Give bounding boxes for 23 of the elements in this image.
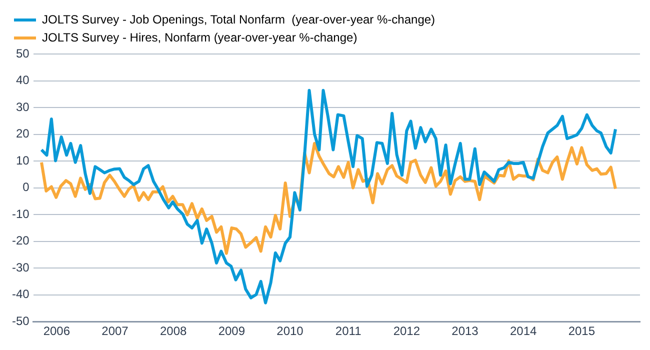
- y-tick-label: -30: [12, 260, 30, 274]
- y-tick-label: -40: [12, 287, 30, 302]
- y-tick-label: 10: [16, 153, 30, 168]
- legend-label: JOLTS Survey - Hires, Nonfarm (year-over-year %-change): [42, 30, 358, 44]
- y-tick-label: 50: [16, 46, 30, 60]
- x-tick-label: 2011: [335, 324, 362, 338]
- x-tick-label: 2006: [43, 324, 70, 338]
- y-tick-label: -50: [12, 314, 30, 328]
- legend-label: JOLTS Survey - Job Openings, Total Nonfarm (year-over-year %-change): [42, 12, 436, 26]
- y-tick-label: 30: [16, 100, 30, 114]
- y-tick-label: 20: [16, 126, 30, 141]
- x-tick-label: 2013: [452, 324, 479, 338]
- x-tick-label: 2014: [510, 324, 538, 338]
- y-tick-label: -10: [12, 206, 30, 221]
- y-tick-label: 40: [16, 73, 30, 88]
- x-tick-label: 2010: [276, 324, 304, 338]
- y-tick-label: 0: [22, 180, 30, 194]
- y-tick-label: -20: [12, 234, 30, 248]
- x-tick-label: 2007: [102, 324, 129, 338]
- x-tick-label: 2015: [568, 324, 596, 338]
- x-tick-label: 2012: [393, 324, 420, 338]
- x-tick-label: 2009: [218, 324, 246, 338]
- x-tick-label: 2008: [160, 324, 188, 338]
